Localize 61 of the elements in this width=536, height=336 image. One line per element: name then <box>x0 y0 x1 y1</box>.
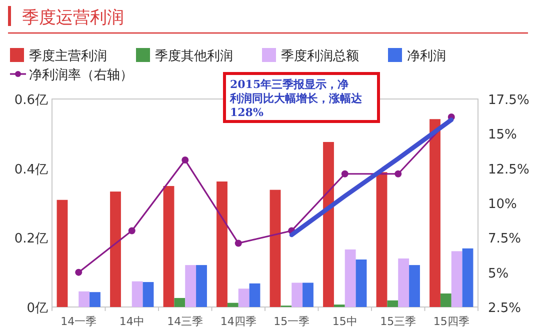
y-tick-label: 0.4亿 <box>14 162 48 178</box>
x-tick-label: 14三季 <box>167 315 204 328</box>
x-tick-label: 15一季 <box>274 315 310 328</box>
bar <box>387 300 398 307</box>
bar <box>451 251 462 307</box>
point <box>234 240 242 247</box>
point <box>182 156 189 164</box>
bar <box>462 248 474 307</box>
y2-tick-label: 10% <box>488 197 517 212</box>
bar <box>270 190 281 307</box>
bar <box>249 283 260 307</box>
legend-label: 季度利润总额 <box>281 48 359 64</box>
y2-tick-label: 17.5% <box>488 93 530 108</box>
y-tick-label: 0.2亿 <box>14 232 48 247</box>
y-tick-label: 0亿 <box>26 301 48 316</box>
bar <box>302 282 314 307</box>
point <box>341 170 348 178</box>
y2-tick-label: 2.5% <box>488 301 522 316</box>
bar <box>163 186 174 307</box>
y2-tick-label: 15% <box>488 128 517 143</box>
bar <box>238 288 250 307</box>
point <box>75 268 82 276</box>
legend-label: 季度主营利润 <box>29 48 107 64</box>
bar <box>398 258 410 307</box>
bar <box>56 200 68 307</box>
bar <box>227 302 238 307</box>
y2-tick-label: 5% <box>488 266 509 282</box>
bar <box>185 265 196 307</box>
bar <box>110 192 121 307</box>
legend-label: 季度其他利润 <box>155 48 233 64</box>
x-tick-label: 15三季 <box>380 315 416 328</box>
bar <box>132 281 143 307</box>
legend-label: 净利润 <box>407 49 446 64</box>
bar <box>440 293 452 307</box>
legend-label: 净利润率（右轴） <box>29 67 133 83</box>
x-tick-label: 15中 <box>332 315 358 328</box>
point <box>128 227 136 234</box>
bar <box>196 265 207 307</box>
annotation: 2015年三季报显示，净利润同比大幅增长，涨幅达128% <box>223 72 380 123</box>
bar <box>376 172 388 307</box>
annotation: 2015年三季报显示，净利润同比大幅增长，涨幅达128% <box>229 78 363 119</box>
bar <box>356 260 367 307</box>
bar <box>174 298 186 307</box>
x-tick-label: 15四季 <box>433 315 470 328</box>
x-tick-label: 14四季 <box>220 315 256 328</box>
bar <box>409 265 420 307</box>
bar <box>90 292 100 307</box>
y2-tick-label: 7.5% <box>488 232 522 247</box>
x-tick-label: 14一季 <box>60 315 97 328</box>
bar <box>78 291 90 307</box>
bar <box>323 142 334 307</box>
bar <box>292 282 303 307</box>
bar <box>344 249 356 307</box>
point <box>394 170 402 178</box>
y-tick-label: 0.6亿 <box>14 93 48 108</box>
bar <box>216 182 228 307</box>
y2-tick-label: 12.5% <box>488 162 530 178</box>
bar <box>142 282 154 307</box>
chart-title: 季度运营利润 <box>22 8 124 28</box>
x-tick-label: 14中 <box>119 315 144 328</box>
bar <box>430 119 440 307</box>
